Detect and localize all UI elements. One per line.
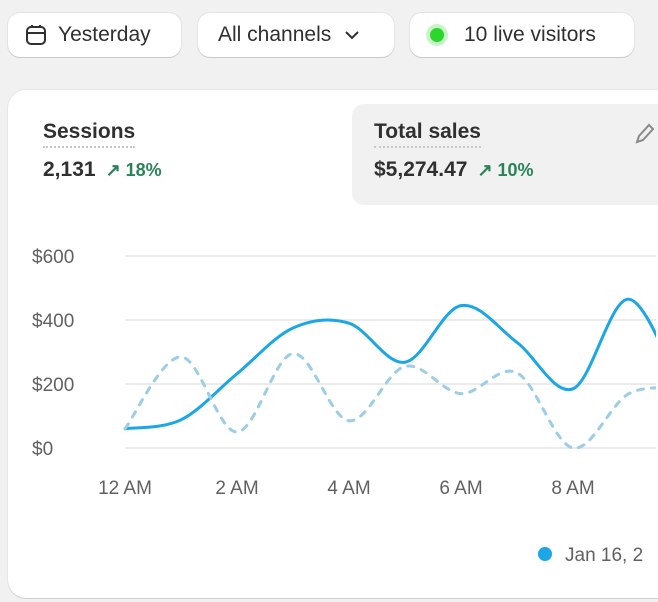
analytics-card: Sessions 2,131 ↗ 18% Total sales $5,274.… (8, 90, 658, 598)
pencil-icon[interactable] (634, 122, 656, 146)
date-range-button[interactable]: Yesterday (8, 13, 181, 57)
metric-label: Total sales (374, 120, 481, 148)
live-dot-icon (430, 28, 444, 42)
metric-sessions[interactable]: Sessions 2,131 ↗ 18% (43, 120, 162, 182)
calendar-icon (26, 25, 46, 45)
metric-delta: ↗ 10% (477, 159, 534, 180)
date-range-label: Yesterday (58, 23, 151, 46)
live-visitors-button[interactable]: 10 live visitors (410, 13, 634, 57)
live-visitors-label: 10 live visitors (464, 23, 596, 46)
metric-value: 2,131 (43, 158, 96, 181)
metric-delta: ↗ 18% (105, 159, 162, 180)
chevron-down-icon (345, 31, 359, 40)
metric-total-sales[interactable]: Total sales $5,274.47 ↗ 10% (352, 104, 658, 205)
channel-select[interactable]: All channels (198, 13, 394, 57)
metric-label: Sessions (43, 120, 136, 148)
metric-value: $5,274.47 (374, 158, 468, 181)
channel-label: All channels (218, 23, 332, 46)
